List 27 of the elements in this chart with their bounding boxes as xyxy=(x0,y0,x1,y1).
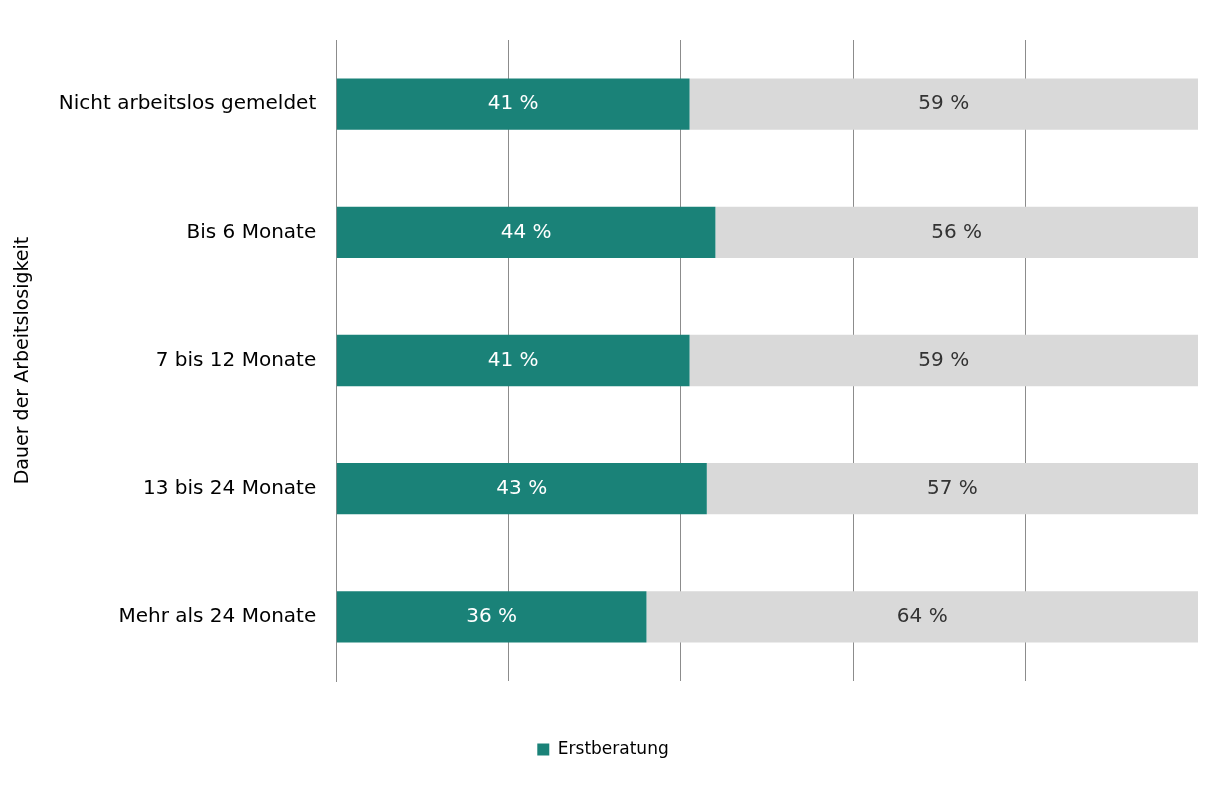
bar xyxy=(336,463,707,515)
legend-label: Erstberatung xyxy=(557,737,669,758)
data-label: 64 % xyxy=(896,603,948,628)
y-tick-label: Bis 6 Monate xyxy=(186,218,317,243)
bar xyxy=(706,463,1198,515)
bar xyxy=(646,591,1198,643)
y-tick-label: 7 bis 12 Monate xyxy=(155,346,317,371)
data-label: 57 % xyxy=(926,474,978,499)
bar xyxy=(336,334,690,387)
y-axis-title: Dauer der Arbeitslosigkeit xyxy=(10,236,33,485)
data-label: 56 % xyxy=(931,218,983,243)
data-label: 41 % xyxy=(487,90,539,115)
bar xyxy=(336,78,690,130)
bar xyxy=(336,206,716,258)
y-tick-label: Mehr als 24 Monate xyxy=(118,603,317,628)
bar xyxy=(689,78,1198,130)
y-tick-label: Nicht arbeitslos gemeldet xyxy=(58,90,317,115)
bar xyxy=(336,591,647,643)
bar xyxy=(715,206,1198,258)
data-label: 43 % xyxy=(496,474,548,499)
data-label: 59 % xyxy=(918,90,970,115)
bar xyxy=(689,334,1198,387)
data-label: 59 % xyxy=(918,346,970,371)
data-label: 41 % xyxy=(487,346,539,371)
data-label: 36 % xyxy=(466,603,518,628)
y-tick-label: 13 bis 24 Monate xyxy=(143,474,317,499)
data-label: 44 % xyxy=(500,218,552,243)
